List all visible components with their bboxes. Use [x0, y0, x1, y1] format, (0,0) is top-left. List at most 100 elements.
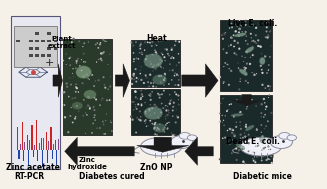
Point — [265, 21, 270, 24]
Point — [86, 40, 91, 43]
Point — [158, 108, 164, 111]
Point — [136, 57, 141, 60]
Point — [155, 116, 161, 119]
Point — [250, 54, 255, 57]
Point — [159, 66, 164, 69]
Point — [223, 136, 228, 139]
Point — [134, 40, 139, 43]
Point — [232, 23, 237, 26]
Point — [159, 111, 164, 114]
Polygon shape — [182, 64, 218, 97]
Point — [81, 98, 86, 101]
Point — [220, 97, 226, 100]
Bar — [35, 54, 39, 57]
Point — [131, 51, 136, 54]
Point — [154, 44, 159, 47]
Point — [134, 80, 139, 83]
Point — [167, 102, 172, 105]
Point — [160, 53, 165, 56]
Point — [152, 103, 157, 106]
Point — [133, 40, 139, 43]
Bar — [16, 40, 20, 42]
FancyBboxPatch shape — [220, 94, 272, 163]
Point — [221, 65, 227, 68]
Point — [156, 93, 162, 96]
Point — [79, 69, 84, 72]
Point — [129, 77, 134, 80]
Point — [140, 53, 145, 56]
Circle shape — [187, 135, 197, 140]
Point — [136, 118, 142, 121]
Point — [151, 64, 157, 67]
Bar — [29, 54, 32, 57]
Point — [173, 121, 178, 124]
Point — [156, 92, 161, 95]
Point — [134, 107, 139, 110]
Point — [166, 54, 171, 57]
Point — [68, 56, 73, 59]
Point — [105, 63, 111, 66]
Point — [246, 133, 251, 136]
Ellipse shape — [245, 125, 254, 131]
Point — [220, 114, 225, 117]
Point — [236, 31, 242, 34]
Bar — [58, 139, 59, 150]
Point — [94, 60, 99, 64]
Point — [163, 104, 168, 107]
Point — [266, 35, 271, 38]
Point — [97, 126, 102, 129]
Point — [165, 52, 170, 55]
Point — [148, 60, 153, 63]
Point — [107, 53, 112, 56]
Point — [143, 58, 148, 61]
Point — [150, 85, 156, 88]
Point — [254, 128, 260, 131]
Point — [138, 98, 143, 101]
Ellipse shape — [144, 107, 163, 120]
Point — [139, 96, 144, 99]
Point — [161, 84, 166, 87]
Point — [77, 64, 82, 67]
Point — [165, 105, 170, 108]
Bar — [41, 40, 45, 42]
Point — [129, 100, 135, 103]
Point — [233, 125, 239, 128]
Point — [260, 155, 266, 158]
Point — [81, 60, 86, 63]
Point — [143, 64, 148, 67]
Point — [143, 112, 148, 115]
Point — [96, 58, 101, 61]
Point — [266, 69, 271, 72]
Bar — [25, 142, 26, 150]
Point — [156, 75, 161, 78]
Point — [136, 78, 141, 81]
Point — [143, 87, 148, 90]
Point — [154, 133, 160, 136]
Point — [268, 148, 273, 151]
FancyBboxPatch shape — [63, 39, 112, 136]
Point — [161, 128, 166, 131]
Point — [243, 19, 248, 22]
Point — [232, 45, 237, 48]
Point — [131, 78, 137, 81]
Point — [163, 59, 168, 62]
Point — [252, 159, 257, 162]
Point — [243, 24, 248, 27]
Point — [239, 24, 244, 27]
Point — [171, 56, 176, 59]
Point — [129, 82, 135, 85]
Bar — [31, 125, 32, 150]
Point — [139, 104, 144, 107]
Point — [253, 27, 258, 30]
Point — [157, 96, 162, 99]
Point — [221, 48, 226, 51]
Point — [154, 105, 159, 108]
Point — [267, 55, 272, 58]
Point — [259, 71, 265, 74]
Point — [266, 145, 271, 148]
Text: Live E. coli.: Live E. coli. — [228, 19, 278, 28]
Text: RT-PCR: RT-PCR — [14, 172, 44, 181]
Point — [94, 98, 99, 101]
Point — [148, 63, 154, 66]
Point — [62, 116, 68, 119]
